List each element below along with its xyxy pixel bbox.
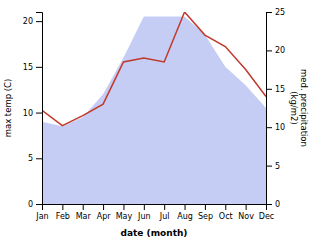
x-axis-title: date (month) (121, 228, 188, 238)
tick-label: Apr (97, 212, 112, 221)
tick: 20 (266, 46, 285, 55)
tick-label: Jan (35, 212, 48, 221)
tick: Nov (238, 204, 254, 221)
tick: Apr (97, 204, 112, 221)
plot: JanFebMarAprMayJunJulAugSepOctNovDec0510… (23, 8, 285, 221)
tick-label: 20 (23, 17, 33, 26)
tick: 10 (266, 123, 285, 132)
tick-label: Jun (137, 212, 151, 221)
tick: 5 (266, 162, 280, 171)
tick-label: Jul (159, 212, 170, 221)
tick-label: 10 (23, 109, 33, 118)
tick-label: Mar (76, 212, 92, 221)
tick-label: 20 (275, 46, 285, 55)
y2-axis-title: med. precipitation(kg/m2) (289, 69, 308, 147)
tick-label: Feb (56, 212, 70, 221)
tick: Sep (198, 204, 213, 221)
y-axis-title: max temp (C) (3, 79, 13, 138)
chart: JanFebMarAprMayJunJulAugSepOctNovDec0510… (0, 0, 318, 242)
tick-mark (83, 204, 84, 210)
tick: 25 (266, 8, 285, 17)
tick-label: 15 (275, 85, 285, 94)
tick-label: 0 (28, 200, 33, 209)
tick-mark (185, 204, 186, 210)
tick: 15 (266, 85, 285, 94)
tick-mark (36, 204, 42, 205)
tick-mark (246, 204, 247, 210)
line (42, 12, 266, 126)
tick: 0 (28, 200, 42, 209)
tick-mark (123, 204, 124, 210)
tick-mark (36, 158, 42, 159)
tick-label: 10 (275, 123, 285, 132)
axis-line (36, 13, 43, 205)
tick: May (116, 204, 133, 221)
tick-label: May (116, 212, 133, 221)
tick-label: Sep (198, 212, 213, 221)
tick: 20 (23, 17, 42, 26)
tick: Oct (219, 204, 233, 221)
tick-label: 5 (28, 154, 33, 163)
axis-line (267, 13, 273, 205)
tick-mark (164, 204, 165, 210)
tick: Dec (259, 204, 274, 221)
tick: Jan (35, 204, 48, 221)
tick-mark (62, 204, 63, 210)
tick-label: Aug (177, 212, 193, 221)
tick-mark (36, 21, 42, 22)
tick-mark (266, 50, 272, 51)
tick-mark (36, 67, 42, 68)
tick-label: 15 (23, 63, 33, 72)
tick: 0 (266, 200, 280, 209)
tick-mark (266, 166, 272, 167)
tick-mark (266, 12, 272, 13)
y-axis: 0 5 10 15 20 (23, 13, 43, 210)
title-line: (kg/m2) (289, 91, 299, 125)
tick: Aug (177, 204, 193, 221)
tick-mark (144, 204, 145, 210)
tick-mark (205, 204, 206, 210)
tick-label: Nov (238, 212, 254, 221)
tick-label: Dec (259, 212, 274, 221)
tick-label: 5 (275, 162, 280, 171)
tick: 10 (23, 109, 42, 118)
marks (42, 12, 266, 204)
tick-mark (266, 204, 272, 205)
tick: 5 (28, 154, 42, 163)
area (42, 17, 266, 204)
tick: Mar (76, 204, 92, 221)
y2-axis: 0 5 10 15 20 25 (266, 8, 285, 209)
tick: Jul (159, 204, 170, 221)
tick-label: Oct (219, 212, 233, 221)
tick: Jun (137, 204, 151, 221)
tick-mark (103, 204, 104, 210)
axis-line (43, 205, 267, 211)
tick-mark (36, 113, 42, 114)
tick: Feb (56, 204, 70, 221)
tick-label: 0 (275, 200, 280, 209)
tick-mark (225, 204, 226, 210)
tick: 15 (23, 63, 42, 72)
tick-label: 25 (275, 8, 285, 17)
tick-mark (266, 89, 272, 90)
tick-mark (266, 127, 272, 128)
x-axis: Jan Feb Mar Apr May Jun Jul Aug Sep Oct Nov Dec (35, 204, 274, 221)
